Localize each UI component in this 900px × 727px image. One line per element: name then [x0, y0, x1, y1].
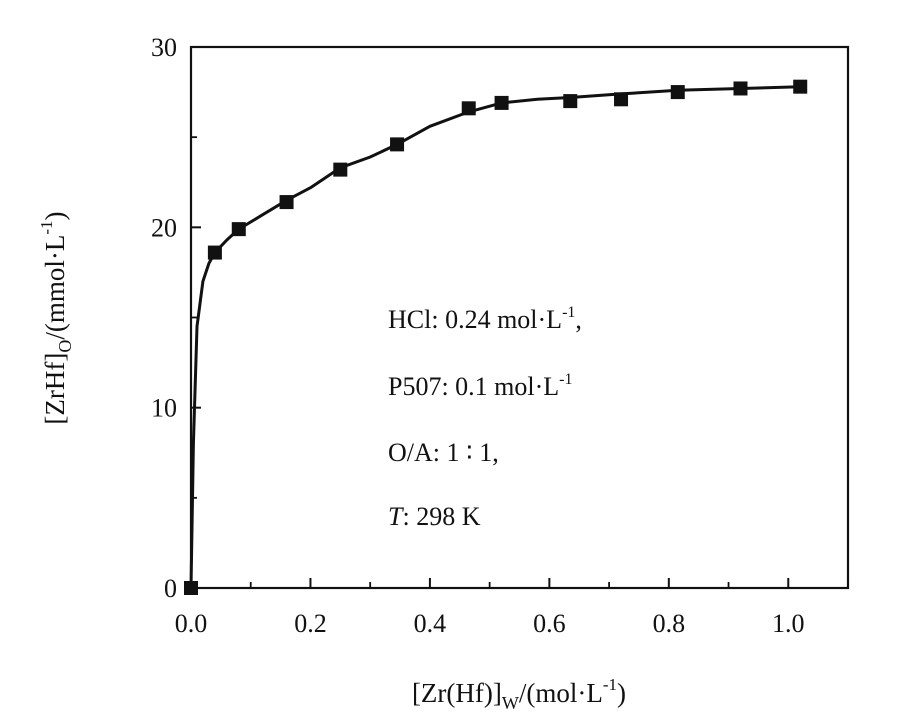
- y-axis-ticks: 0 10 20 30: [151, 33, 201, 603]
- annotation-hcl: HCl: 0.24 mol·L-1,: [388, 304, 582, 334]
- x-tick-label: 0.4: [414, 609, 447, 638]
- annotation-oa-ratio: O/A: 1 ∶ 1,: [388, 438, 499, 467]
- data-point-marker: [461, 101, 476, 116]
- y-axis-title-subscript: O: [55, 340, 75, 353]
- annotation-p507: P507: 0.1 mol·L-1: [388, 371, 573, 401]
- x-axis-title-superscript: -1: [603, 675, 617, 694]
- conditions-annotation: HCl: 0.24 mol·L-1, P507: 0.1 mol·L-1 O/A…: [388, 304, 582, 531]
- data-point-marker: [333, 162, 348, 177]
- x-tick-label: 0.6: [533, 609, 566, 638]
- data-point-marker: [733, 81, 748, 96]
- fit-curve-line: [189, 85, 802, 590]
- x-axis-ticks: 0.0 0.2 0.4 0.6 0.8 1.0: [175, 578, 849, 638]
- data-point-marker: [184, 581, 198, 595]
- data-point-marker: [207, 245, 222, 260]
- x-axis-title-subscript: W: [502, 693, 519, 713]
- data-point-marker: [563, 94, 578, 109]
- x-tick-label: 0.0: [175, 609, 208, 638]
- y-tick-label: 30: [151, 33, 177, 62]
- data-point-marker: [793, 79, 808, 94]
- y-tick-label: 10: [151, 394, 177, 423]
- y-axis-title: [ZrHf]O/(mmol·L-1): [37, 211, 75, 424]
- data-point-marker: [279, 195, 294, 210]
- annotation-temperature: T: 298 K: [388, 502, 481, 531]
- y-tick-label: 20: [151, 213, 177, 242]
- x-tick-label: 0.2: [294, 609, 327, 638]
- y-tick-label: 0: [164, 574, 177, 603]
- x-tick-label: 0.8: [653, 609, 686, 638]
- data-point-marker: [670, 85, 685, 100]
- data-point-marker: [231, 222, 246, 237]
- x-axis-title: [Zr(Hf)]W/(mol·L-1): [412, 675, 626, 713]
- x-tick-label: 1.0: [772, 609, 805, 638]
- data-markers: [184, 79, 808, 595]
- fit-curve-layer: [189, 85, 802, 590]
- data-point-marker: [614, 92, 629, 107]
- data-point-marker: [494, 95, 509, 110]
- data-point-marker: [390, 137, 405, 152]
- y-axis-title-superscript: -1: [37, 220, 56, 234]
